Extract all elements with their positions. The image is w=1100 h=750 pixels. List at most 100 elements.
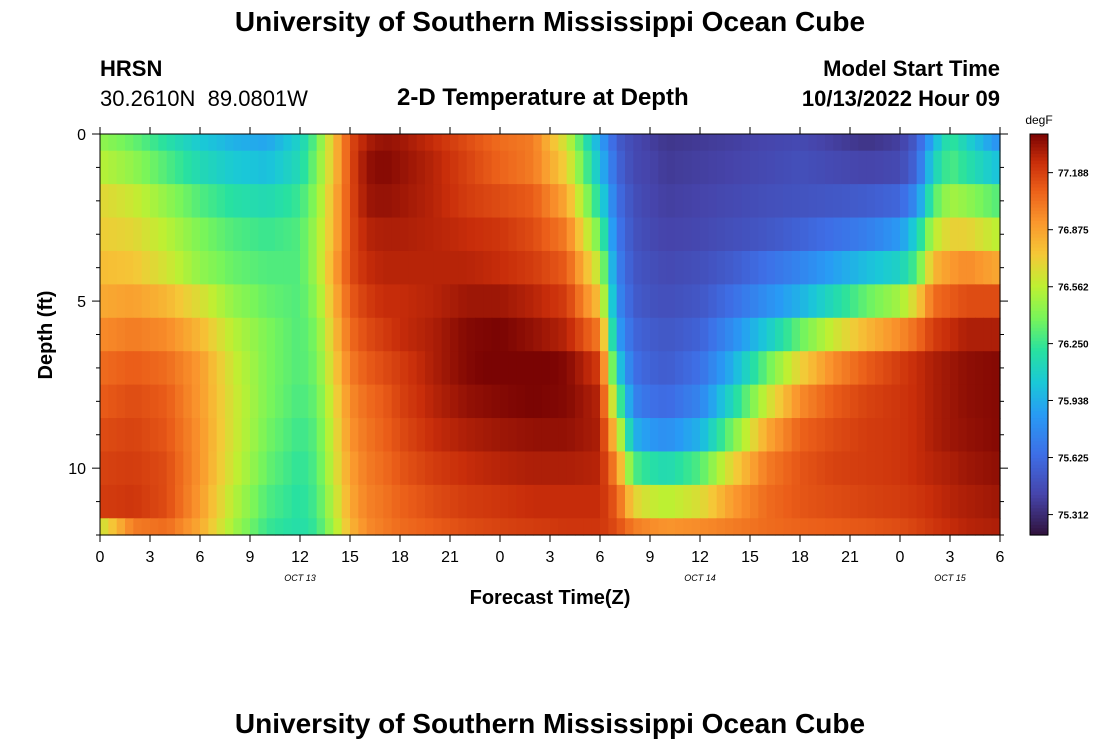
heatmap-cell [450,485,459,519]
heatmap-cell [908,218,917,252]
heatmap-cell [850,485,859,519]
heatmap-cell [125,418,134,452]
heatmap-cell [442,385,451,419]
heatmap-cell [667,151,676,185]
heatmap-cell [925,518,934,535]
heatmap-cell [400,151,409,185]
heatmap-cell [292,251,301,285]
heatmap-cell [192,134,201,151]
heatmap-cell [808,184,817,218]
heatmap-cell [200,418,209,452]
heatmap-cell [692,518,701,535]
heatmap-cell [183,385,192,419]
heatmap-cell [642,184,651,218]
heatmap-cell [658,385,667,419]
heatmap-cell [175,251,184,285]
heatmap-cell [692,418,701,452]
heatmap-cell [967,351,976,385]
heatmap-cell [983,451,992,485]
heatmap-cell [383,151,392,185]
heatmap-cell [342,518,351,535]
heatmap-cell [967,151,976,185]
heatmap-cell [783,351,792,385]
heatmap-cell [875,284,884,318]
heatmap-cell [783,134,792,151]
heatmap-cell [692,284,701,318]
heatmap-cell [258,218,267,252]
heatmap-cell [667,418,676,452]
colorbar-tick-label: 75.938 [1058,396,1089,407]
heatmap-cell [933,451,942,485]
heatmap-cell [250,451,259,485]
heatmap-cell [842,134,851,151]
heatmap-cell [492,218,501,252]
heatmap-cell [192,184,201,218]
heatmap-cell [775,385,784,419]
heatmap-cell [792,451,801,485]
heatmap-cell [683,251,692,285]
heatmap-cell [125,251,134,285]
heatmap-cell [975,284,984,318]
heatmap-cell [933,518,942,535]
heatmap-cell [233,218,242,252]
heatmap-cell [658,318,667,352]
heatmap-cell [158,318,167,352]
heatmap-cell [517,451,526,485]
heatmap-cell [308,184,317,218]
heatmap-cell [733,284,742,318]
heatmap-cell [942,418,951,452]
heatmap-cell [408,184,417,218]
heatmap-cell [250,251,259,285]
heatmap-cell [817,184,826,218]
heatmap-cell [908,184,917,218]
heatmap-cell [117,151,126,185]
heatmap-cell [317,485,326,519]
heatmap-cell [883,385,892,419]
heatmap-cell [717,385,726,419]
colorbar-segment [1030,365,1048,369]
heatmap-cell [192,418,201,452]
heatmap-cell [858,485,867,519]
heatmap-cell [492,518,501,535]
heatmap-cell [950,251,959,285]
heatmap-cell [625,418,634,452]
heatmap-cell [450,218,459,252]
heatmap-cell [650,351,659,385]
heatmap-cell [142,151,151,185]
heatmap-cell [817,451,826,485]
heatmap-cell [250,151,259,185]
heatmap-cell [950,351,959,385]
heatmap-cell [500,284,509,318]
heatmap-cell [683,351,692,385]
heatmap-cell [117,251,126,285]
heatmap-cell [133,351,142,385]
heatmap-cell [392,485,401,519]
heatmap-cell [600,218,609,252]
heatmap-cell [342,284,351,318]
heatmap-cell [800,485,809,519]
heatmap-cell [367,218,376,252]
heatmap-cell [608,218,617,252]
heatmap-cell [233,451,242,485]
heatmap-cell [175,418,184,452]
heatmap-cell [800,451,809,485]
heatmap-cell [483,485,492,519]
heatmap-cell [775,485,784,519]
heatmap-cell [658,184,667,218]
heatmap-cell [592,351,601,385]
heatmap-cell [558,218,567,252]
heatmap-cell [575,451,584,485]
heatmap-cell [542,518,551,535]
heatmap-cell [875,184,884,218]
heatmap-cell [992,151,1001,185]
heatmap-cell [842,218,851,252]
heatmap-cell [783,151,792,185]
heatmap-cell [200,251,209,285]
heatmap-cell [108,134,117,151]
heatmap-cell [500,485,509,519]
heatmap-cell [992,351,1001,385]
heatmap-cell [225,184,234,218]
heatmap-cell [325,451,334,485]
heatmap-cell [133,418,142,452]
heatmap-cell [367,418,376,452]
